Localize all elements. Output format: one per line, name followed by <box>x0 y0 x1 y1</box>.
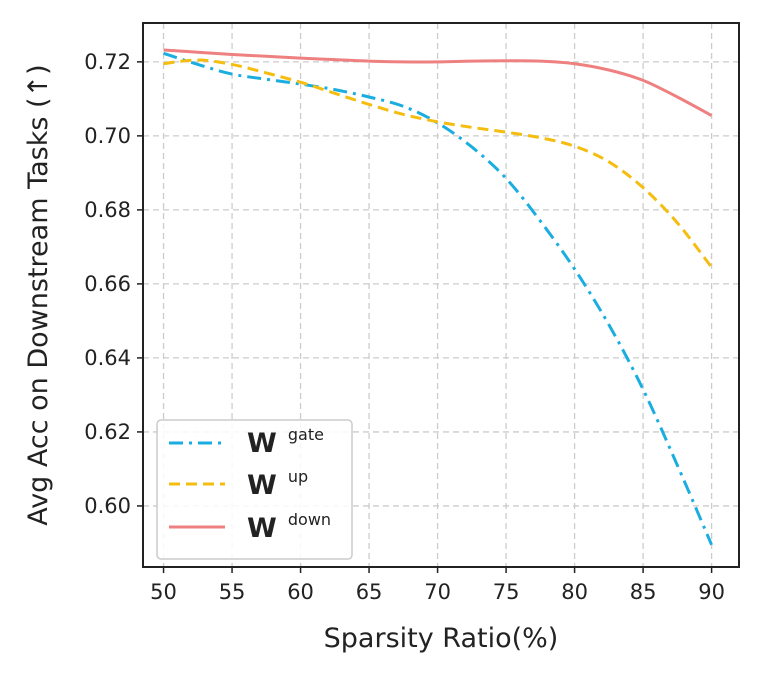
x-tick-label: 85 <box>630 580 657 604</box>
legend-label-gate: W gate <box>247 425 324 459</box>
legend-base-down: W <box>247 513 277 544</box>
series-line-up <box>163 58 713 269</box>
y-tick-label: 0.68 <box>84 198 131 222</box>
x-ticks: 50 55 60 65 70 75 80 85 90 <box>150 567 725 604</box>
series-line-gate <box>163 51 713 546</box>
y-tick-label: 0.70 <box>84 124 131 148</box>
x-tick-label: 90 <box>698 580 725 604</box>
legend-label-down: W down <box>247 510 331 544</box>
legend-sup-down: down <box>288 510 331 529</box>
series-line-down <box>163 48 713 117</box>
x-tick-label: 70 <box>424 580 451 604</box>
y-tick-label: 0.64 <box>84 346 131 370</box>
x-tick-label: 55 <box>219 580 246 604</box>
legend-sup-gate: gate <box>288 425 324 444</box>
y-tick-label: 0.66 <box>84 272 131 296</box>
y-tick-label: 0.72 <box>84 50 131 74</box>
legend-sup-up: up <box>288 467 308 486</box>
legend-label-up: W up <box>247 467 308 501</box>
plot-frame <box>142 22 740 568</box>
y-tick-label: 0.62 <box>84 420 131 444</box>
x-tick-label: 75 <box>493 580 520 604</box>
legend-box <box>156 419 353 560</box>
grid <box>143 23 739 567</box>
y-ticks: 0.60 0.62 0.64 0.66 0.68 0.70 0.72 <box>84 50 143 518</box>
y-tick-label: 0.60 <box>84 494 131 518</box>
x-tick-label: 80 <box>561 580 588 604</box>
x-tick-label: 60 <box>287 580 314 604</box>
x-axis-title: Sparsity Ratio(%) <box>324 623 559 654</box>
legend-base-gate: W <box>247 428 277 459</box>
x-tick-label: 65 <box>356 580 383 604</box>
legend-base-up: W <box>247 470 277 501</box>
y-axis-title: Avg Acc on Downstream Tasks (↑) <box>23 64 54 525</box>
series-layer <box>163 48 713 546</box>
legend: W gate W up W down <box>156 419 353 560</box>
x-tick-label: 50 <box>150 580 177 604</box>
